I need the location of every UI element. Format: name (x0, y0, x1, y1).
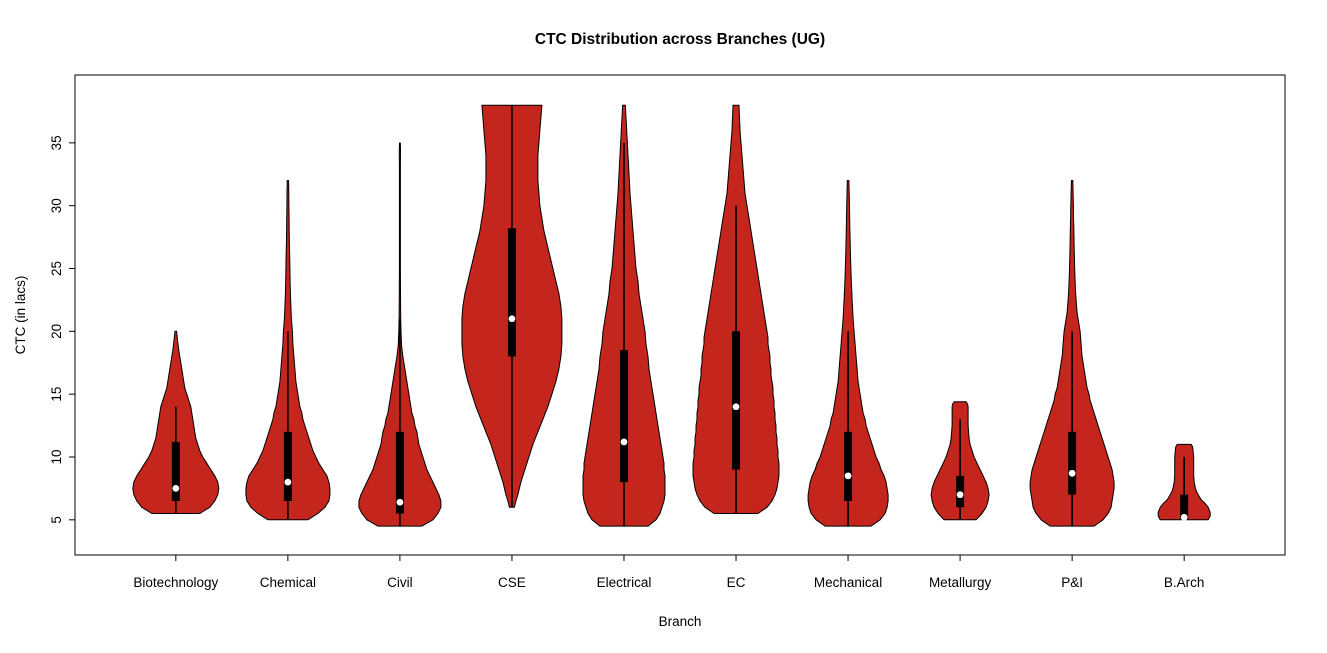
x-tick-label-b-arch: B.Arch (1164, 575, 1205, 590)
plot-border (74, 74, 1286, 556)
y-tick-label: 10 (49, 449, 64, 464)
violin-group-ec (692, 104, 780, 514)
iqr-box-civil (395, 431, 404, 514)
median-dot-p-i (1068, 469, 1076, 477)
y-tick-label: 25 (49, 261, 64, 276)
x-tick-label-electrical: Electrical (597, 575, 652, 590)
x-tick-label-metallurgy: Metallurgy (929, 575, 992, 590)
iqr-box-cse (507, 228, 516, 357)
y-axis-title: CTC (in lacs) (13, 276, 28, 355)
violin-group-biotechnology (132, 330, 220, 514)
y-tick-label: 20 (49, 324, 64, 339)
violin-group-p-i (1029, 180, 1115, 527)
x-tick-label-p-i: P&I (1061, 575, 1083, 590)
y-tick-label: 30 (49, 198, 64, 213)
x-tick-label-mechanical: Mechanical (814, 575, 882, 590)
iqr-box-chemical (283, 431, 292, 501)
violin-group-civil (358, 142, 442, 527)
violin-group-cse (461, 104, 563, 508)
iqr-box-ec (732, 331, 741, 470)
median-dot-mechanical (844, 472, 852, 480)
violin-group-metallurgy (930, 401, 990, 521)
median-dot-electrical (620, 438, 628, 446)
violin-group-mechanical (807, 180, 889, 527)
median-dot-ec (732, 403, 740, 411)
x-tick-label-cse: CSE (498, 575, 526, 590)
violin-group-electrical (582, 104, 666, 527)
median-dot-biotechnology (172, 485, 180, 492)
median-dot-civil (396, 498, 404, 506)
median-dot-b-arch (1180, 513, 1188, 521)
plot-area: 5 10 15 20 25 30 35 Biotechnology Chemical Civil C… (49, 74, 1286, 590)
median-dot-metallurgy (956, 491, 964, 499)
iqr-box-biotechnology (171, 441, 180, 501)
x-tick-label-biotechnology: Biotechnology (133, 575, 218, 590)
x-tick-label-ec: EC (727, 575, 746, 590)
iqr-box-p-i (1068, 431, 1077, 495)
violin-group-b-arch (1157, 443, 1211, 521)
iqr-box-mechanical (844, 431, 853, 501)
y-tick-label: 15 (49, 387, 64, 402)
y-tick-label: 5 (49, 516, 64, 524)
median-dot-chemical (284, 478, 292, 486)
median-dot-cse (508, 315, 516, 323)
violin-group-chemical (245, 180, 331, 521)
chart-title: CTC Distribution across Branches (UG) (535, 31, 825, 48)
iqr-box-electrical (619, 350, 628, 483)
x-tick-label-civil: Civil (387, 575, 413, 590)
x-tick-label-chemical: Chemical (260, 575, 316, 590)
y-tick-label: 35 (49, 135, 64, 150)
x-axis-title: Branch (659, 614, 702, 629)
iqr-box-b-arch (1180, 494, 1189, 520)
